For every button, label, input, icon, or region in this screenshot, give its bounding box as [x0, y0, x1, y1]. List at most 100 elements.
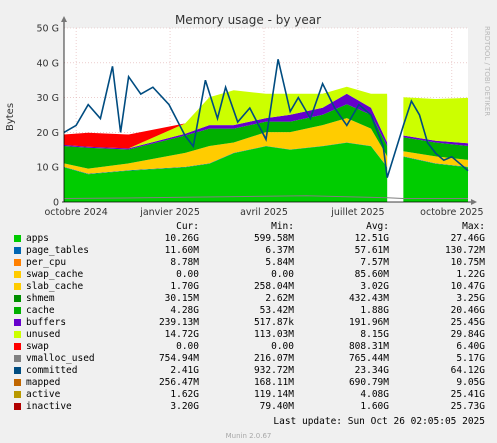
legend-header: Cur: Min: Avg: Max:	[0, 221, 497, 233]
legend-row-buffers: buffers 239.13M 517.87k 191.96M 25.45G	[0, 317, 497, 329]
y-tick-label: 0	[53, 198, 59, 209]
legend-max: 64.12G	[450, 365, 485, 376]
legend-name: per_cpu	[26, 257, 67, 268]
legend-max: 6.40G	[456, 341, 485, 352]
legend-cur: 10.26G	[164, 233, 199, 244]
legend-name: swap_cache	[26, 269, 84, 280]
legend: Cur: Min: Avg: Max: apps 10.26G 599.58M 12.…	[0, 221, 497, 413]
legend-avg: 1.88G	[360, 305, 389, 316]
legend-swatch	[14, 295, 21, 302]
legend-name: cache	[26, 305, 55, 316]
header-min: Min:	[271, 221, 294, 232]
legend-min: 932.72M	[253, 365, 294, 376]
legend-swatch	[14, 343, 21, 350]
legend-avg: 690.79M	[348, 377, 389, 388]
x-tick-label: janvier 2025	[139, 207, 200, 218]
legend-swatch	[14, 271, 21, 278]
legend-min: 517.87k	[253, 317, 294, 328]
legend-swatch	[14, 307, 21, 314]
legend-name: active	[26, 389, 61, 400]
legend-max: 10.75M	[450, 257, 485, 268]
legend-cur: 239.13M	[158, 317, 199, 328]
legend-cur: 256.47M	[158, 377, 199, 388]
legend-name: shmem	[26, 293, 55, 304]
y-axis-arrow-icon	[61, 16, 67, 22]
legend-row-cache: cache 4.28G 53.42M 1.88G 20.46G	[0, 305, 497, 317]
legend-avg: 191.96M	[348, 317, 389, 328]
legend-avg: 57.61M	[354, 245, 389, 256]
legend-min: 119.14M	[253, 389, 294, 400]
munin-version: Munin 2.0.67	[225, 432, 272, 440]
legend-min: 216.07M	[253, 353, 294, 364]
legend-name: page_tables	[26, 245, 89, 256]
header-max: Max:	[462, 221, 485, 232]
legend-max: 25.45G	[450, 317, 485, 328]
legend-avg: 8.15G	[360, 329, 389, 340]
legend-row-unused: unused 14.72G 113.03M 8.15G 29.84G	[0, 329, 497, 341]
last-update: Last update: Sun Oct 26 02:05:05 2025	[273, 416, 485, 427]
legend-row-apps: apps 10.26G 599.58M 12.51G 27.46G	[0, 233, 497, 245]
y-axis-label: Bytes	[5, 103, 16, 131]
legend-min: 0.00	[271, 341, 294, 352]
legend-row-committed: committed 2.41G 932.72M 23.34G 64.12G	[0, 365, 497, 377]
legend-cur: 14.72G	[164, 329, 199, 340]
legend-min: 258.04M	[253, 281, 294, 292]
legend-name: vmalloc_used	[26, 353, 95, 364]
legend-name: mapped	[26, 377, 61, 388]
header-avg: Avg:	[366, 221, 389, 232]
legend-avg: 85.60M	[354, 269, 389, 280]
legend-max: 130.72M	[444, 245, 485, 256]
legend-min: 2.62M	[265, 293, 294, 304]
legend-avg: 808.31M	[348, 341, 389, 352]
data-gap	[387, 28, 404, 202]
legend-cur: 1.62G	[170, 389, 199, 400]
chart-title: Memory usage - by year	[175, 13, 321, 27]
legend-cur: 3.20G	[170, 401, 199, 412]
legend-row-inactive: inactive 3.20G 79.40M 1.60G 25.73G	[0, 401, 497, 413]
axes	[61, 16, 477, 205]
legend-max: 27.46G	[450, 233, 485, 244]
y-ticks: 0 10 G 20 G 30 G 40 G 50 G	[37, 24, 59, 209]
legend-swatch	[14, 391, 21, 398]
legend-cur: 2.41G	[170, 365, 199, 376]
x-tick-label: juillet 2025	[330, 207, 384, 218]
memory-chart: Memory usage - by year Bytes RRDTOOL / T…	[5, 13, 491, 218]
y-tick-label: 30 G	[37, 93, 59, 104]
legend-max: 10.47G	[450, 281, 485, 292]
legend-swatch	[14, 367, 21, 374]
y-tick-label: 10 G	[37, 163, 59, 174]
legend-cur: 8.78M	[170, 257, 199, 268]
legend-name: unused	[26, 329, 61, 340]
legend-swatch	[14, 259, 21, 266]
legend-max: 25.41G	[450, 389, 485, 400]
legend-avg: 765.44M	[348, 353, 389, 364]
legend-swatch	[14, 355, 21, 362]
legend-swatch	[14, 235, 21, 242]
legend-cur: 4.28G	[170, 305, 199, 316]
legend-swatch	[14, 247, 21, 254]
band-slab-cache	[64, 118, 468, 202]
legend-cur: 0.00	[176, 341, 199, 352]
legend-min: 0.00	[271, 269, 294, 280]
x-ticks: octobre 2024 janvier 2025 avril 2025 juille…	[44, 207, 483, 218]
legend-max: 29.84G	[450, 329, 485, 340]
legend-min: 6.37M	[265, 245, 294, 256]
legend-rows: apps 10.26G 599.58M 12.51G 27.46G page_tables…	[0, 233, 497, 413]
legend-max: 9.05G	[456, 377, 485, 388]
legend-min: 53.42M	[259, 305, 294, 316]
legend-row-mapped: mapped 256.47M 168.11M 690.79M 9.05G	[0, 377, 497, 389]
legend-min: 5.84M	[265, 257, 294, 268]
series-lines	[63, 59, 469, 199]
x-tick-label: avril 2025	[240, 207, 288, 218]
legend-max: 5.17G	[456, 353, 485, 364]
legend-name: apps	[26, 233, 49, 244]
legend-row-per-cpu: per_cpu 8.78M 5.84M 7.57M 10.75M	[0, 257, 497, 269]
legend-max: 20.46G	[450, 305, 485, 316]
legend-min: 113.03M	[253, 329, 294, 340]
legend-row-shmem: shmem 30.15M 2.62M 432.43M 3.25G	[0, 293, 497, 305]
legend-min: 599.58M	[253, 233, 294, 244]
band-apps	[64, 142, 468, 202]
legend-avg: 1.60G	[360, 401, 389, 412]
legend-max: 1.22G	[456, 269, 485, 280]
legend-max: 25.73G	[450, 401, 485, 412]
